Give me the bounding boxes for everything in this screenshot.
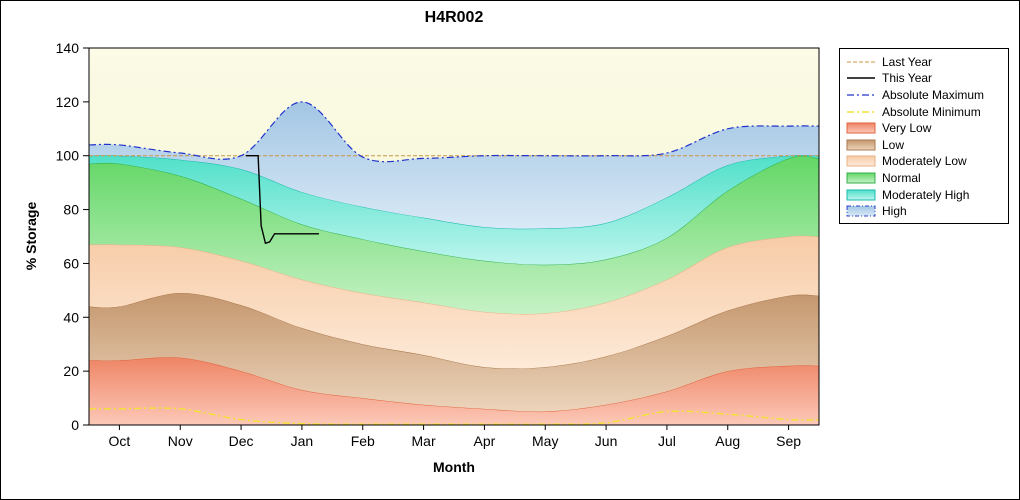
legend-line-sample: [847, 61, 875, 63]
plot-area: [89, 101, 819, 425]
x-tick-label: Jan: [291, 433, 314, 449]
legend-label: Very Low: [882, 121, 932, 136]
y-tick-label: 80: [63, 202, 79, 218]
x-tick-label: Sep: [776, 433, 801, 449]
legend-label: Moderately High: [882, 187, 970, 202]
series-lines: [89, 101, 819, 425]
legend-line-sample: [847, 94, 875, 96]
condition-bands: [89, 101, 819, 425]
legend-entry-normal: Normal: [846, 170, 1002, 186]
band-moderately-high: [89, 155, 819, 265]
y-tick-label: 60: [63, 255, 79, 271]
legend-entry-low: Low: [846, 137, 1002, 153]
x-tick-label: Feb: [351, 433, 375, 449]
x-tick-label: Dec: [229, 433, 254, 449]
legend-label: Last Year: [882, 54, 933, 69]
legend-color-swatch: [846, 139, 876, 151]
legend-entry-absolute-minimum: Absolute Minimum: [846, 104, 1002, 120]
legend-entry-moderately-high: Moderately High: [846, 187, 1002, 203]
line-absolute-minimum: [89, 407, 819, 425]
x-tick-label: Jul: [658, 433, 676, 449]
legend-entry-moderately-low: Moderately Low: [846, 154, 1002, 170]
y-tick-label: 20: [63, 363, 79, 379]
legend-entry-last-year: Last Year: [846, 54, 1002, 70]
plot-frame: [88, 47, 820, 426]
y-axis-label: % Storage: [23, 201, 39, 271]
legend-label: This Year: [882, 71, 933, 86]
x-tick-label: Oct: [109, 433, 131, 449]
line-this-year: [245, 155, 319, 245]
legend-color-swatch: [846, 122, 876, 134]
y-tick-label: 140: [56, 40, 80, 56]
band-low: [89, 293, 819, 412]
x-tick-label: Apr: [474, 433, 496, 449]
legend-label: Moderately Low: [882, 154, 967, 169]
y-tick-label: 100: [56, 148, 80, 164]
x-tick-label: Nov: [168, 433, 193, 449]
legend-color-swatch: [846, 172, 876, 184]
legend-entry-high: High: [846, 203, 1002, 219]
legend-entry-absolute-maximum: Absolute Maximum: [846, 87, 1002, 103]
x-axis: Oct Nov Dec Jan Feb Mar Apr May Jun Jul Aug Sep: [109, 425, 801, 449]
x-tick-label: Jun: [595, 433, 618, 449]
legend-label: High: [882, 204, 907, 219]
legend-label: Low: [882, 137, 905, 152]
y-axis: 0 20 40 60 80 100 120 140: [56, 40, 89, 433]
x-axis-label: Month: [433, 459, 475, 475]
band-high: [89, 101, 819, 229]
band-moderately-low: [89, 235, 819, 369]
x-tick-label: May: [532, 433, 558, 449]
legend-entry-this-year: This Year: [846, 71, 1002, 87]
legend-label: Absolute Minimum: [882, 104, 981, 119]
y-tick-label: 40: [63, 309, 79, 325]
legend-color-swatch: [846, 155, 876, 167]
y-tick-label: 0: [71, 417, 79, 433]
legend-label: Absolute Maximum: [882, 87, 985, 102]
band-very-low: [89, 357, 819, 425]
chart-title: H4R002: [424, 9, 484, 26]
y-tick-label: 120: [56, 94, 80, 110]
legend-entry-very-low: Very Low: [846, 120, 1002, 136]
line-absolute-maximum: [89, 101, 819, 163]
legend-line-sample: [847, 110, 875, 113]
x-tick-label: Aug: [715, 433, 740, 449]
legend-color-swatch: [846, 205, 876, 217]
x-tick-label: Mar: [412, 433, 436, 449]
legend-label: Normal: [882, 170, 921, 185]
legend-line-sample: [847, 77, 875, 80]
legend: Last Year This Year Absolute Maximum Absolu…: [839, 48, 1009, 224]
legend-color-swatch: [846, 189, 876, 201]
band-normal: [89, 156, 819, 314]
